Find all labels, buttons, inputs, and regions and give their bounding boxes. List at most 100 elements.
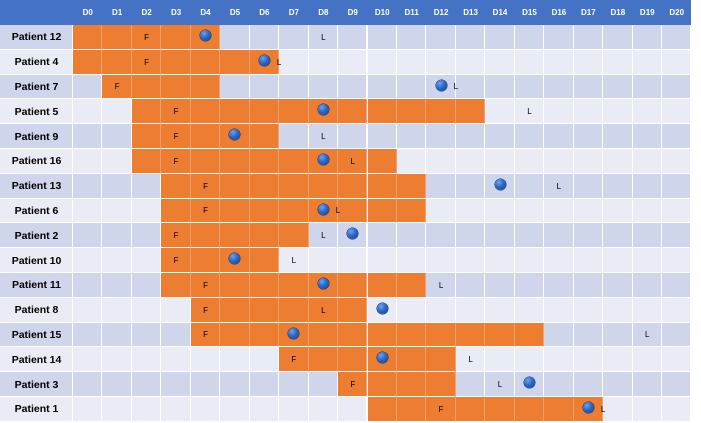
grid-cell [396,74,427,100]
l-marker: L [321,32,326,42]
grid-cell [544,124,574,149]
bar-cell [249,297,280,323]
bar-cell [367,322,397,348]
grid-cell [455,223,486,249]
f-marker: F [203,280,208,290]
grid-cell [338,25,368,50]
grid-cell [455,273,486,298]
grid-cell [544,372,574,397]
grid-cell [603,372,633,397]
grid-cell [603,248,633,273]
grid-cell [603,49,633,75]
bar-cell [279,347,309,373]
grid-cell [514,273,545,298]
grid-cell [338,74,368,100]
l-marker: L [556,181,562,191]
grid-cell [514,297,545,323]
row-label-background [0,248,73,273]
bar-cell [426,99,456,125]
grid-cell [485,347,515,373]
grid-cell [485,149,515,174]
grid-cell [662,248,692,273]
f-marker: F [114,82,120,92]
bar-cell [220,173,250,199]
grid-cell [514,25,545,50]
grid-cell [131,297,162,323]
grid-cell [102,347,132,373]
bar-cell [161,248,191,273]
grid-cell [573,297,604,323]
bar-cell [161,49,191,75]
row-label-background [0,99,73,125]
grid-cell [632,25,662,50]
grid-cell [73,149,103,174]
grid-cell [603,297,633,323]
grid-cell [455,149,486,174]
day-header-d13: D13 [463,8,478,17]
row-label-background [0,372,73,397]
bar-cell [131,149,162,174]
grid-cell [396,124,427,149]
bar-cell [220,49,250,75]
grid-cell [102,173,132,199]
grid-cell [131,347,162,373]
bar-cell [455,397,486,422]
grid-cell [73,322,103,348]
grid-cell [455,124,486,149]
grid-cell [249,25,280,50]
grid-cell [131,273,162,298]
bar-cell [161,273,191,298]
grid-cell [573,25,604,50]
grid-cell [662,372,692,397]
grid-cell [73,297,103,323]
event-dot-marker [258,54,270,66]
day-header-d20: D20 [669,8,685,17]
grid-cell [73,347,103,373]
bar-cell [220,223,250,249]
grid-cell [455,347,486,373]
row-label-background [0,198,73,224]
grid-cell [455,74,486,100]
grid-cell [308,397,339,422]
grid-cell [603,322,633,348]
grid-cell [632,49,662,75]
grid-cell [485,297,515,323]
bar-cell [367,99,397,125]
f-marker: F [173,231,179,241]
grid-cell [367,49,397,75]
day-header-d5: D5 [229,8,241,17]
grid-cell [131,223,162,249]
grid-cell [544,198,574,224]
bar-cell [249,273,280,298]
bar-cell [426,322,456,348]
bar-cell [396,322,427,348]
grid-cell [485,273,515,298]
event-dot-marker [229,253,241,265]
grid-cell [426,223,456,249]
grid-cell [573,173,604,199]
grid-cell [632,149,662,174]
grid-cell [662,99,692,125]
bar-cell [131,99,162,125]
grid-cell [573,149,604,174]
bar-cell [220,99,250,125]
grid-cell [73,273,103,298]
f-marker: F [350,380,356,390]
l-marker: L [497,380,503,390]
bar-cell [161,99,191,125]
grid-cell [279,397,309,422]
grid-cell [632,124,662,149]
bar-cell [190,248,221,273]
bar-cell [279,198,309,224]
grid-cell [573,372,604,397]
grid-cell [544,248,574,273]
grid-cell [544,49,574,75]
grid-cell [544,25,574,50]
grid-cell [632,273,662,298]
grid-cell [573,124,604,149]
event-dot-marker [288,327,300,339]
bar-cell [249,124,280,149]
grid-cell [190,397,221,422]
grid-cell [514,223,545,249]
bar-cell [367,198,397,224]
